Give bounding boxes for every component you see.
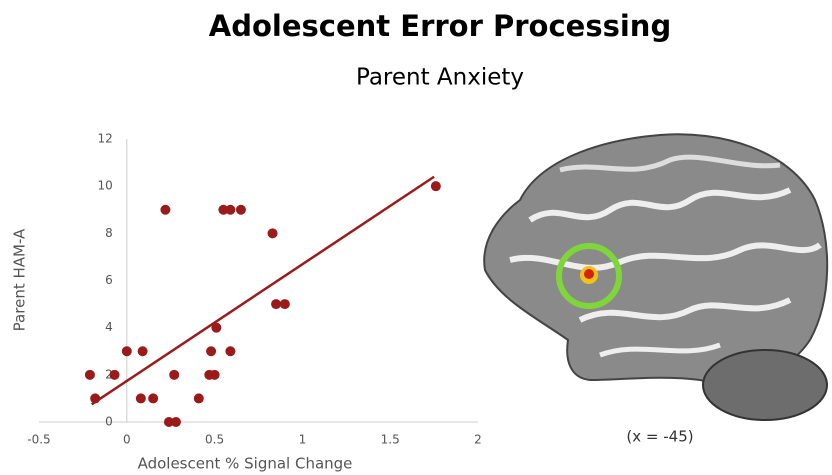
point	[431, 181, 441, 191]
point	[206, 346, 216, 356]
point	[280, 299, 290, 309]
title: Adolescent Error Processing	[209, 9, 671, 43]
point	[169, 370, 179, 380]
figure: Adolescent Error Processing Parent Anxie…	[0, 0, 832, 475]
point	[211, 323, 221, 333]
point	[225, 205, 235, 215]
x-axis-label: Adolescent % Signal Change	[138, 455, 353, 473]
y-tick-label: 4	[105, 320, 113, 334]
point	[194, 393, 204, 403]
point	[85, 370, 95, 380]
subtitle: Parent Anxiety	[356, 65, 524, 91]
x-tick-label: 0	[123, 433, 131, 447]
point	[148, 393, 158, 403]
point	[210, 370, 220, 380]
point	[236, 205, 246, 215]
point	[110, 370, 120, 380]
x-tick-label: 1.5	[381, 433, 400, 447]
point	[271, 299, 281, 309]
y-tick-label: 0	[105, 415, 113, 429]
point	[90, 393, 100, 403]
x-tick-label: 0.5	[205, 433, 224, 447]
point	[122, 346, 132, 356]
point	[136, 393, 146, 403]
point	[268, 228, 278, 238]
image-caption: (x = -45)	[626, 428, 693, 446]
y-axis-label: Parent HAM-A	[11, 228, 29, 331]
x-tick-label: -0.5	[27, 433, 50, 447]
point	[171, 417, 181, 427]
trendline	[92, 177, 434, 405]
y-tick-label: 8	[105, 226, 113, 240]
y-tick-label: 10	[98, 179, 113, 193]
y-tick-label: 6	[105, 273, 113, 287]
point	[225, 346, 235, 356]
point	[138, 346, 148, 356]
x-tick-label: 2	[474, 433, 482, 447]
point	[160, 205, 170, 215]
brain-image	[484, 134, 827, 420]
x-tick-label: 1	[299, 433, 307, 447]
y-tick-label: 12	[98, 132, 113, 146]
